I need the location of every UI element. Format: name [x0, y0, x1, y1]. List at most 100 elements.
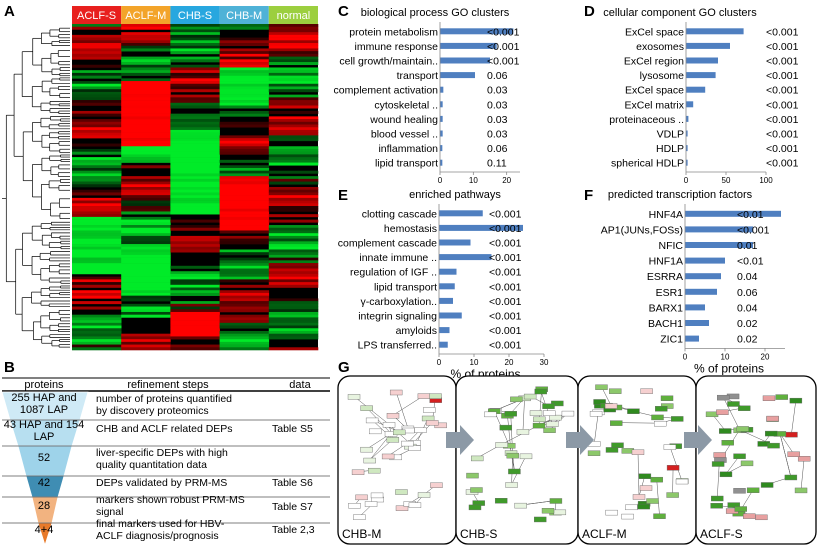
category-label: LPS transferred.. — [358, 340, 437, 352]
p-value-label: <0.001 — [489, 238, 522, 250]
bar — [686, 130, 688, 137]
table-row: 43 HAP and 154 LAP CHB and ACLF related DE… — [4, 419, 313, 443]
p-value-label: 0.01 — [737, 240, 758, 252]
row-proteins: 42 — [38, 477, 50, 489]
bar — [685, 335, 699, 342]
panel-letter: C — [338, 3, 349, 20]
x-tick-label: 10 — [469, 176, 478, 185]
row-data: Table S7 — [272, 501, 313, 513]
category-label: ESRRA — [647, 271, 683, 283]
panel-b-letter: B — [4, 359, 15, 376]
arrow-icon — [566, 425, 594, 455]
category-label: HDLP — [656, 143, 684, 155]
bar — [686, 57, 718, 64]
bar — [440, 28, 514, 35]
heatmap — [72, 24, 319, 351]
p-value-label: <0.001 — [487, 26, 520, 38]
category-label: protein metabolism — [349, 26, 438, 38]
network-label: CHB-S — [460, 527, 497, 541]
p-value-label: 0.04 — [737, 271, 758, 283]
panel-g-letter: G — [338, 359, 350, 376]
bar — [440, 115, 443, 122]
category-label: integrin signaling — [358, 311, 437, 323]
network-aclf-s: ACLF-S — [695, 375, 817, 545]
row-data: Table S6 — [272, 477, 313, 489]
bar — [439, 341, 448, 348]
x-tick-label: 0 — [437, 358, 442, 367]
bar — [440, 145, 443, 152]
p-value-label: 0.06 — [487, 70, 508, 82]
p-value-label: <0.001 — [766, 56, 799, 68]
category-label: ExCel space — [625, 85, 684, 97]
bar — [439, 327, 450, 334]
bar — [439, 283, 455, 290]
heatmap-column-chb-s: CHB-S — [170, 6, 220, 24]
table-row: 42 DEPs validated by PRM-MS Table S6 — [38, 477, 313, 489]
category-label: spherical HDLP — [611, 158, 684, 170]
bar — [439, 312, 462, 319]
header-data: data — [289, 379, 311, 391]
p-value-label: <0.001 — [489, 223, 522, 235]
x-tick-label: 20 — [502, 176, 511, 185]
p-value-label: <0.001 — [489, 281, 522, 293]
x-tick-label: 100 — [759, 176, 773, 185]
p-value-label: <0.001 — [489, 252, 522, 264]
heatmap-column-normal: normal — [268, 6, 318, 24]
table-row: 52 liver-specific DEPs with high quality q… — [38, 447, 228, 471]
bar — [439, 210, 483, 217]
category-label: hemostasis — [384, 223, 437, 235]
category-label: regulation of IGF .. — [350, 267, 437, 279]
row-step: CHB and ACLF related DEPs — [96, 423, 233, 435]
category-label: cell growth/maintain.. — [339, 56, 438, 68]
network-strip: CHB-M CHB-S ACLF-M ACLF-S — [337, 375, 817, 545]
category-label: immune response — [355, 41, 439, 53]
category-label: lipid transport — [374, 281, 437, 293]
category-label: ExCel region — [624, 56, 684, 68]
header-steps: refinement steps — [127, 379, 209, 391]
row-proteins: 52 — [38, 452, 50, 464]
heatmap-column-chb-m: CHB-M — [219, 6, 269, 24]
panel-letter: D — [584, 3, 595, 20]
bar — [439, 254, 492, 261]
table-row: 28 markers shown robust PRM-MS signal Table… — [38, 494, 313, 518]
bar — [440, 159, 443, 166]
category-label: HNF4A — [649, 209, 683, 221]
network-chb-s: CHB-S — [455, 375, 579, 545]
bar — [685, 273, 721, 280]
header-proteins: proteins — [24, 379, 64, 391]
category-label: ExCel matrix — [624, 99, 684, 111]
chart-title: cellular component GO clusters — [603, 7, 757, 19]
category-label: cytoskeletal .. — [374, 99, 438, 111]
row-step: number of proteins quantified by discover… — [96, 393, 232, 417]
heatmap-column-headers: ACLF-S ACLF-M CHB-S CHB-M normal — [72, 6, 318, 24]
p-value-label: <0.001 — [766, 143, 799, 155]
x-tick-label: 0 — [683, 352, 688, 361]
p-value-label: <0.001 — [489, 296, 522, 308]
row-proteins: 255 HAP and 1087 LAP — [11, 392, 76, 416]
x-tick-label: 0 — [684, 176, 689, 185]
chart-title: predicted transcription factors — [608, 189, 753, 201]
p-value-label: <0.001 — [766, 114, 799, 126]
bar — [685, 304, 705, 311]
arrow-icon — [446, 425, 474, 455]
p-value-label: 0.03 — [487, 129, 508, 141]
category-label: innate immune .. — [359, 252, 437, 264]
panel-a-letter: A — [4, 3, 15, 20]
p-value-label: <0.01 — [737, 209, 764, 221]
svg-text:CHB-M: CHB-M — [226, 10, 262, 22]
svg-text:normal: normal — [277, 10, 311, 22]
row-proteins: 28 — [38, 500, 50, 512]
row-step: liver-specific DEPs with high quality qua… — [96, 447, 228, 471]
bar — [440, 72, 475, 79]
category-label: lysosome — [640, 70, 685, 82]
category-label: blood vessel .. — [371, 129, 438, 141]
p-value-label: <0.001 — [487, 56, 520, 68]
bar — [686, 42, 730, 49]
x-tick-label: 30 — [540, 358, 549, 367]
category-label: VDLP — [657, 129, 684, 141]
category-label: BARX1 — [649, 302, 684, 314]
bar — [440, 130, 443, 137]
